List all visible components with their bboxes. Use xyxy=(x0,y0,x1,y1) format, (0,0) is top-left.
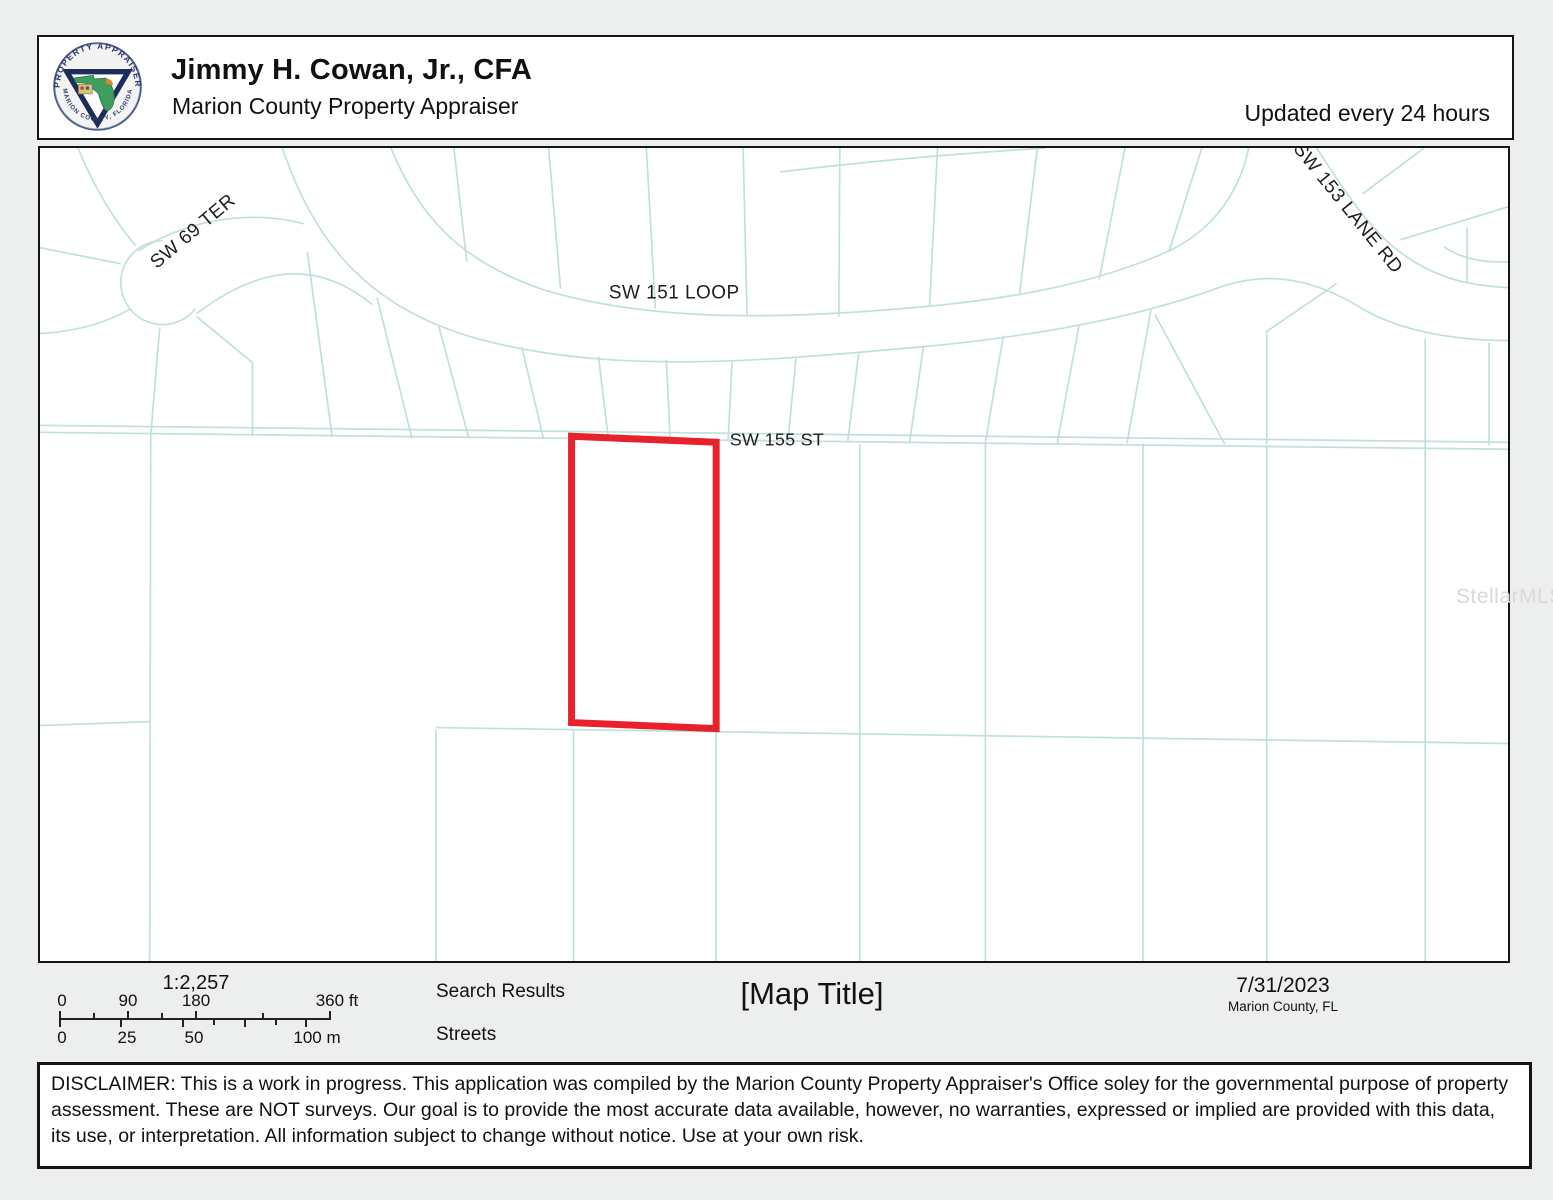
map-date: 7/31/2023 xyxy=(1236,974,1330,997)
updated-note: Updated every 24 hours xyxy=(1244,100,1491,126)
legend-item-streets: Streets xyxy=(436,1024,497,1045)
layer-legend: Search Results Streets xyxy=(436,981,565,1067)
legend-item-search-results: Search Results xyxy=(436,981,565,1002)
highlighted-parcel[interactable] xyxy=(568,432,720,733)
scale-bar xyxy=(59,1011,331,1027)
street-label-sw-153-lane-rd: SW 153 LANE RD xyxy=(1289,148,1407,278)
scale-ft-label: 0 xyxy=(57,991,67,1010)
page-subtitle: Marion County Property Appraiser xyxy=(172,93,519,119)
date-block: 7/31/2023 Marion County, FL xyxy=(1228,974,1338,1014)
county-seal-logo: PROPERTY APPRAISER MARION COUNTY, FLORID… xyxy=(53,42,142,131)
disclaimer-text: DISCLAIMER: This is a work in progress. … xyxy=(37,1062,1532,1169)
scale-ft-label: 180 xyxy=(181,991,211,1010)
map-title: [Map Title] xyxy=(740,976,884,1011)
scale-ratio: 1:2,257 xyxy=(162,972,230,994)
scale-m-label: 50 xyxy=(184,1028,204,1047)
scale-m-label: 25 xyxy=(117,1028,137,1047)
street-label-sw-151-loop: SW 151 LOOP xyxy=(609,283,740,304)
header-panel: PROPERTY APPRAISER MARION COUNTY, FLORID… xyxy=(37,35,1514,140)
parcel-lines xyxy=(40,148,1508,961)
scale-m-label: 0 xyxy=(57,1028,67,1047)
street-label-sw-155-st: SW 155 ST xyxy=(730,429,824,449)
mls-watermark: StellarMLS xyxy=(1456,585,1553,608)
page-title: Jimmy H. Cowan, Jr., CFA xyxy=(171,54,532,86)
scale-ft-label: 360 ft xyxy=(315,991,359,1010)
parcel-map-canvas: SW 69 TER SW 151 LOOP SW 153 LANE RD SW … xyxy=(40,148,1508,961)
parcel-map[interactable]: SW 69 TER SW 151 LOOP SW 153 LANE RD SW … xyxy=(38,146,1510,963)
map-location: Marion County, FL xyxy=(1227,999,1339,1014)
scale-m-label: 100 m xyxy=(293,1028,341,1047)
scale-ft-label: 90 xyxy=(118,991,138,1010)
